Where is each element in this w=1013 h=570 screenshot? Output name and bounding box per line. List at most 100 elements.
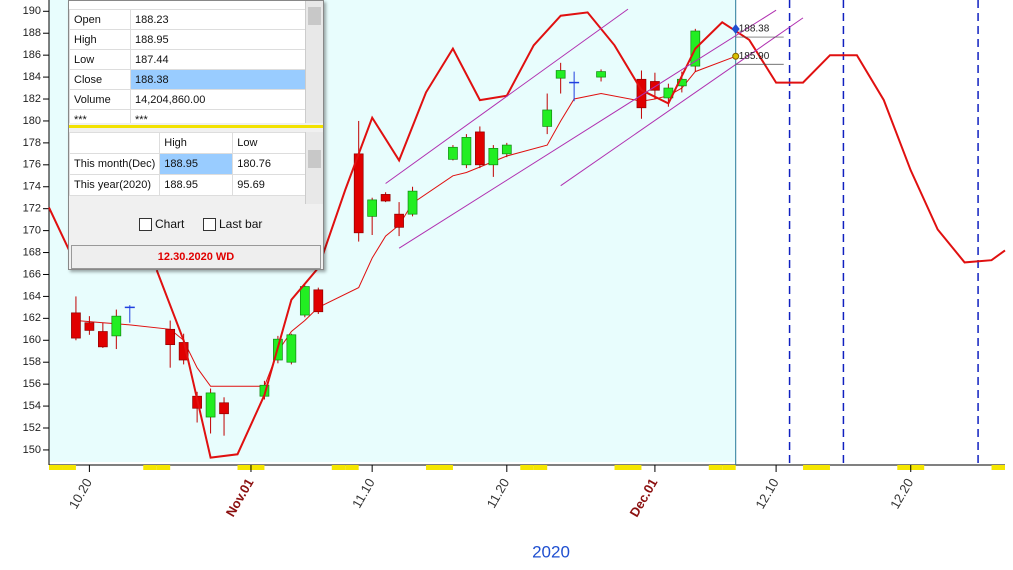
candle-body <box>313 289 324 313</box>
cell: This year(2020) <box>68 174 161 196</box>
cell: Open <box>69 9 131 30</box>
candle-body <box>448 146 458 160</box>
candle-body <box>299 286 310 316</box>
y-tick-label: 186 <box>23 49 41 61</box>
y-tick-label: 152 <box>23 422 41 434</box>
weekend-band <box>426 465 440 470</box>
candle-body <box>380 194 391 202</box>
candle-body <box>461 137 472 166</box>
candle-body <box>394 213 404 228</box>
y-tick-label: 180 <box>23 115 41 127</box>
weekend-band <box>250 465 265 470</box>
checkbox-label[interactable]: Last bar <box>219 217 263 231</box>
stats-table: High Low This month(Dec) 188.95 180.76 This… <box>68 132 306 196</box>
x-tick-label: 12.20 <box>887 476 916 512</box>
weekend-band <box>991 465 1005 470</box>
candle-body <box>98 331 108 348</box>
cell: Close <box>69 69 131 90</box>
cell: Low <box>69 49 131 70</box>
candle-body <box>205 392 216 418</box>
candle-body <box>367 199 378 217</box>
cell: Volume <box>69 89 131 110</box>
cell: High <box>159 132 234 154</box>
y-tick-label: 166 <box>23 268 41 280</box>
x-tick-label: Nov.01 <box>223 476 257 520</box>
candle-body <box>596 71 606 78</box>
marker-label: 188.38 <box>739 24 770 35</box>
scrollbar[interactable] <box>305 132 323 204</box>
scroll-thumb[interactable] <box>308 150 321 168</box>
ohlc-table-box: Open 188.23 High 188.95 Low 187.44 Close 188… <box>69 1 306 123</box>
weekend-band <box>533 465 548 470</box>
weekend-band <box>237 465 251 470</box>
candle-body <box>71 312 81 339</box>
candle-body <box>501 144 512 155</box>
x-tick-label: 12.10 <box>752 476 781 512</box>
cell: 188.23 <box>130 9 306 30</box>
y-tick-label: 162 <box>23 312 41 324</box>
weekend-band <box>331 465 346 470</box>
overlay-line <box>385 8 629 184</box>
checkbox-box[interactable] <box>203 217 216 231</box>
cell: 188.95 <box>130 29 306 50</box>
y-tick-label: 174 <box>23 181 41 193</box>
scrollbar[interactable] <box>305 1 323 123</box>
ohlc-table: Open 188.23 High 188.95 Low 187.44 Close 188… <box>69 9 306 123</box>
x-tick-label: 11.20 <box>484 476 513 511</box>
weekend-band <box>439 465 453 470</box>
y-tick-label: 170 <box>23 225 41 237</box>
candle-body <box>636 78 647 109</box>
y-tick-label: 184 <box>23 71 41 83</box>
overlay-line <box>398 9 777 249</box>
data-window: Open 188.23 High 188.95 Low 187.44 Close 188… <box>68 0 324 270</box>
weekend-band <box>345 465 359 470</box>
checkbox-box[interactable] <box>139 217 152 231</box>
candle-body <box>542 109 553 127</box>
x-tick-label: 10.20 <box>66 476 95 512</box>
y-tick-label: 158 <box>23 356 41 368</box>
weekend-band <box>910 465 925 470</box>
x-axis-title: 2020 <box>532 542 570 561</box>
x-tick-label: 11.10 <box>349 476 378 511</box>
y-tick-label: 160 <box>23 334 41 346</box>
marker-label: 185.90 <box>739 51 770 62</box>
candle-body <box>407 190 418 215</box>
candle-body <box>475 131 485 166</box>
y-tick-label: 156 <box>23 378 41 390</box>
candle-body <box>219 402 229 415</box>
overlay-line <box>560 17 804 187</box>
cell: 188.95 <box>159 174 234 196</box>
marker <box>732 52 740 60</box>
weekend-band <box>803 465 817 470</box>
cell: 187.44 <box>130 49 306 70</box>
candle-body <box>488 148 499 166</box>
weekend-band <box>520 465 534 470</box>
y-tick-label: 164 <box>23 290 41 302</box>
checkbox[interactable]: Last bar <box>203 217 262 231</box>
cell: *** <box>69 109 131 123</box>
weekend-band <box>614 465 628 470</box>
candle-body <box>676 78 687 87</box>
y-tick-label: 150 <box>23 444 41 456</box>
candle-body <box>84 322 95 331</box>
footer-date: 12.30.2020 WD <box>71 245 321 269</box>
cell: Low <box>232 132 306 154</box>
cell: High <box>69 29 131 50</box>
y-tick-label: 172 <box>23 203 41 215</box>
y-tick-label: 178 <box>23 137 41 149</box>
cell: This month(Dec) <box>68 153 161 175</box>
cell: 14,204,860.00 <box>130 89 306 110</box>
cell: 188.38 <box>130 69 306 90</box>
cell: 188.95 <box>159 153 234 175</box>
weekend-band <box>722 465 736 470</box>
checkbox-label[interactable]: Chart <box>155 217 185 231</box>
scroll-thumb[interactable] <box>308 7 321 25</box>
y-tick-label: 168 <box>23 246 41 258</box>
y-tick-label: 176 <box>23 159 41 171</box>
weekend-band <box>816 465 830 470</box>
cell: 95.69 <box>232 174 306 196</box>
checkbox[interactable]: Chart <box>139 217 184 231</box>
weekend-band <box>49 465 63 470</box>
x-tick-label: Dec.01 <box>627 476 661 520</box>
